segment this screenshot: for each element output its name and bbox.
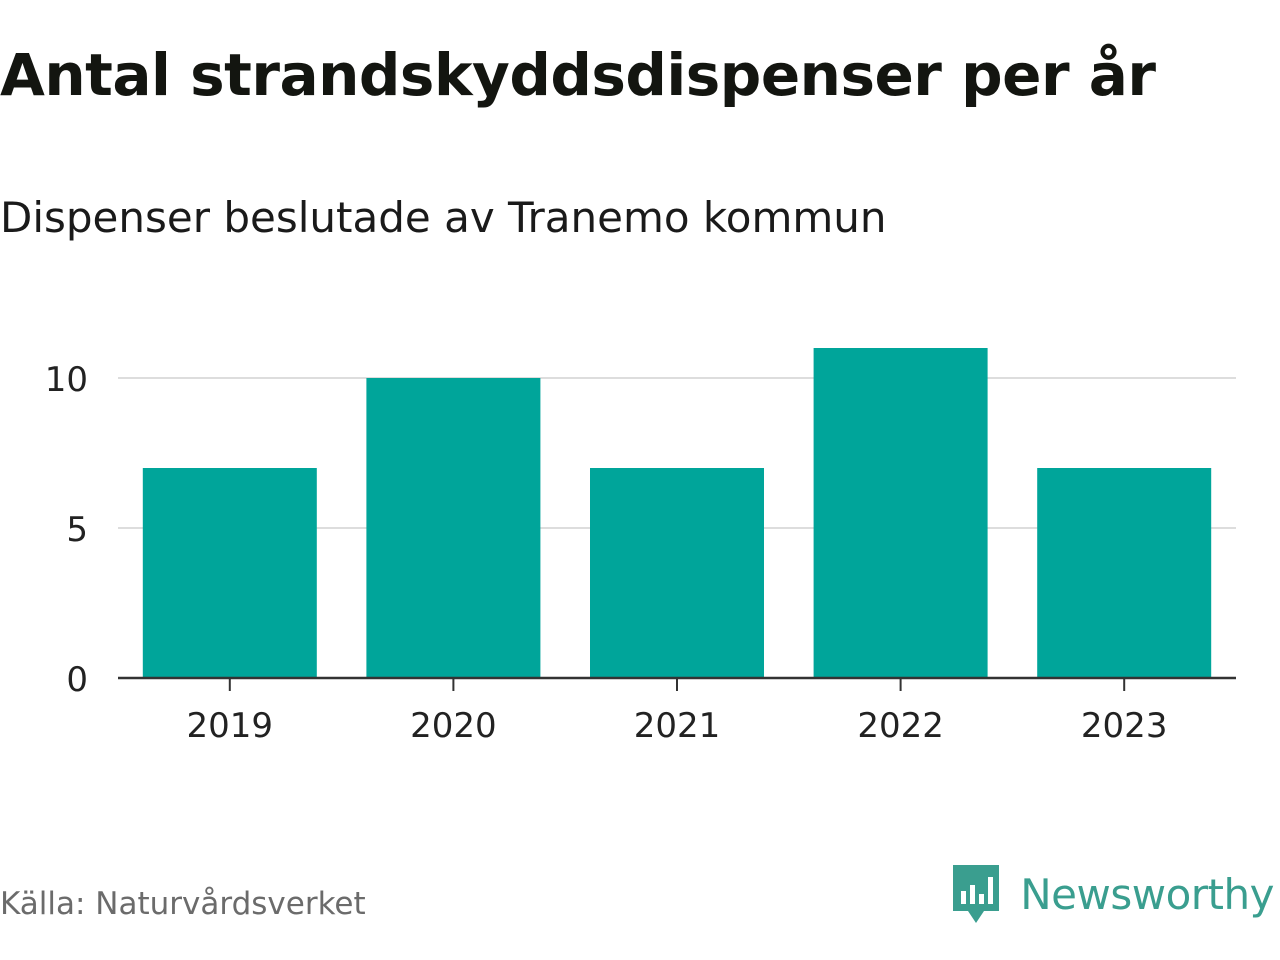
brand-name: Newsworthy bbox=[1020, 869, 1274, 919]
x-tick-label: 2020 bbox=[410, 706, 497, 746]
bar-chart: 0 5 10 2019 2020 2021 2022 2023 bbox=[45, 348, 1236, 746]
newsworthy-logo-icon bbox=[953, 865, 1000, 923]
x-tick-label: 2022 bbox=[857, 706, 944, 746]
x-tick-label: 2019 bbox=[187, 706, 274, 746]
chart-subtitle: Dispenser beslutade av Tranemo kommun bbox=[0, 193, 887, 242]
bar bbox=[1037, 468, 1212, 678]
bar bbox=[366, 378, 541, 678]
y-tick-label: 5 bbox=[66, 510, 88, 550]
source-note: Källa: Naturvårdsverket bbox=[0, 886, 366, 922]
brand: Newsworthy bbox=[950, 862, 1274, 926]
y-tick-label: 0 bbox=[66, 660, 88, 700]
x-tick-label: 2021 bbox=[634, 706, 721, 746]
y-tick-label: 10 bbox=[45, 360, 88, 400]
bar bbox=[142, 468, 317, 678]
chart-title: Antal strandskyddsdispenser per år bbox=[0, 41, 1156, 109]
x-tick-label: 2023 bbox=[1081, 706, 1168, 746]
bar bbox=[813, 348, 988, 678]
bar bbox=[590, 468, 764, 678]
